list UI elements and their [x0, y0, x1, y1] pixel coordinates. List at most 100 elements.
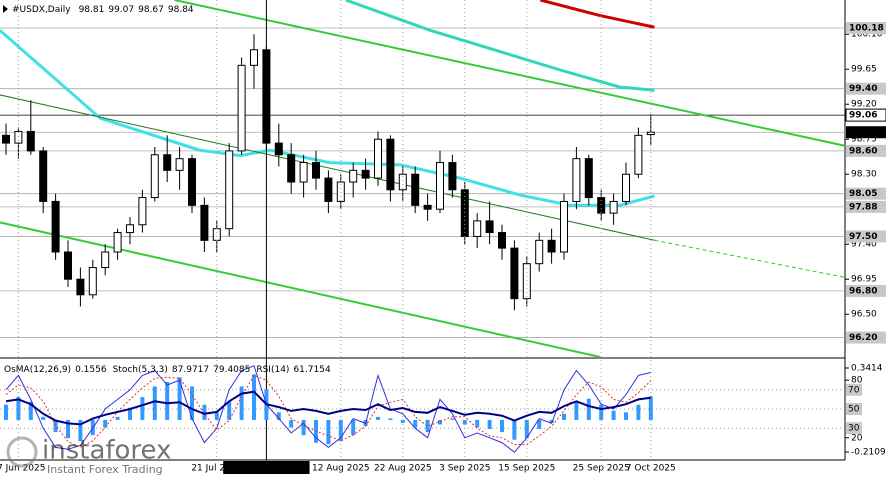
indicator-plot — [0, 365, 845, 453]
osma-bar — [611, 410, 616, 420]
price-label: 98.05 — [849, 189, 877, 199]
candle-body — [150, 154, 159, 199]
price-label: 98.84 — [849, 128, 877, 138]
x-tick-label: 12 Aug 2025 — [312, 464, 370, 474]
osma-bar — [252, 374, 256, 420]
level-label: 50 — [848, 405, 860, 415]
candle-body — [113, 232, 122, 253]
candle-body — [436, 162, 444, 210]
candle-body — [398, 173, 407, 191]
x-tick-label: 21 Jul 2025 — [191, 464, 242, 474]
candle-body — [14, 130, 23, 144]
indicator-value: 0.1556 — [75, 365, 107, 375]
level-label-box — [846, 403, 862, 415]
candle-body — [622, 173, 630, 202]
candle-body — [237, 64, 246, 152]
y-tick-label: 99.65 — [851, 65, 877, 75]
candle-body — [498, 232, 506, 249]
osma-bar — [103, 419, 108, 428]
indicator-header: OsMA(12,26,9) 0.1556 Stoch(5,3,3) 87.9717 79… — [4, 365, 331, 375]
candle-body — [510, 247, 519, 300]
osma-bar — [438, 419, 442, 425]
osma-bar — [636, 404, 641, 420]
candle-body — [572, 158, 581, 202]
osma-bar — [128, 407, 132, 420]
price-label-box — [846, 82, 886, 95]
header-arrow — [3, 5, 8, 13]
candle-body — [374, 138, 382, 179]
osma-bar — [648, 396, 653, 420]
header-close: 98.84 — [168, 5, 194, 15]
osma-bar — [28, 401, 33, 420]
y-tick-label: 97.40 — [851, 240, 877, 250]
indicator-name: OsMA(12,26,9) — [4, 365, 71, 375]
x-tick-label: 15 Sep 2025 — [498, 464, 555, 474]
osma-bar — [16, 397, 21, 420]
x-tick-label: 25 Sep 2025 — [573, 464, 630, 474]
y-tick-label: 98.75 — [851, 135, 877, 145]
indicator-value: 87.9717 — [172, 365, 209, 375]
chart-header: #USDX,Daily 98.81 99.07 98.67 98.84 — [12, 5, 194, 15]
candle-body — [560, 200, 568, 253]
overlay-line — [0, 29, 655, 207]
osma-bar — [462, 419, 467, 425]
osma-bar — [388, 418, 393, 420]
candle-body — [2, 134, 10, 144]
indicator-name: Stoch(5,3,3) — [113, 365, 168, 375]
x-tick-label: 22 Aug 2025 — [374, 464, 432, 474]
candle-body — [274, 142, 283, 156]
osma-bar — [115, 416, 120, 420]
osma-bar — [41, 416, 46, 420]
price-label: 97.88 — [849, 202, 877, 212]
overlay-line — [0, 221, 601, 357]
level-label: 30 — [848, 424, 860, 434]
candle-body — [349, 169, 358, 183]
price-label-box — [846, 126, 886, 139]
y-tick-label: 100.10 — [851, 30, 883, 40]
candle-body — [200, 204, 209, 241]
candle-body — [76, 278, 85, 296]
osma-bar — [400, 419, 405, 423]
osma-bar — [574, 401, 579, 420]
y2-tick-label: 0.3414 — [851, 363, 883, 373]
y-tick-label: 80 — [851, 376, 863, 386]
price-label-box — [846, 144, 886, 157]
crosshair-label: 2025.08.01 00:00 — [226, 464, 307, 474]
symbol: #USDX,Daily — [12, 5, 71, 15]
osma-bar — [599, 404, 604, 420]
candle-body — [126, 224, 134, 234]
candle-body — [411, 173, 420, 206]
watermark-brand: instaforex — [42, 436, 171, 466]
osma-bar — [214, 412, 219, 420]
osma-bar — [487, 419, 492, 430]
indicator-signal-value: 79.4085 — [213, 365, 250, 375]
indicator-name: RSI(14) — [256, 365, 289, 375]
osma-bar — [4, 404, 8, 420]
candle-body — [522, 263, 531, 300]
candle-body — [324, 177, 333, 202]
osma-bar — [326, 419, 331, 445]
osma-bar — [562, 413, 566, 420]
candle-body — [188, 158, 196, 206]
header-open: 98.81 — [79, 5, 105, 15]
candle-body — [535, 239, 544, 265]
osma-bar — [413, 419, 418, 428]
candle-body — [473, 220, 482, 237]
candle-body — [485, 220, 494, 234]
crosshair-label-box — [223, 461, 310, 474]
osma-bar — [425, 419, 430, 433]
candle-body — [138, 197, 147, 226]
osma-bar — [177, 377, 182, 420]
candle-body — [609, 200, 618, 214]
candle-body — [51, 200, 60, 253]
overlay-line — [174, 0, 845, 147]
candle-body — [361, 169, 370, 179]
osma-bar — [276, 412, 281, 420]
osma-bar — [301, 419, 306, 436]
level-label-box — [846, 422, 862, 435]
osma-bar — [289, 419, 294, 428]
indicator-line — [5, 390, 651, 426]
candle-body — [584, 158, 593, 199]
